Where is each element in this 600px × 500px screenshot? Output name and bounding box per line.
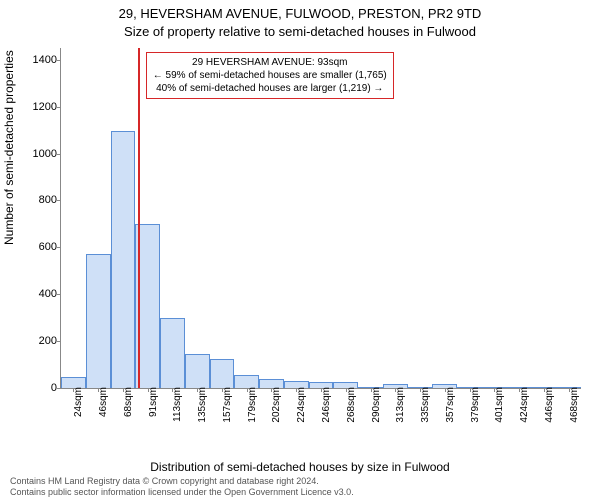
x-tick-label: 24sqm (73, 387, 84, 417)
y-tick-label: 800 (23, 194, 57, 206)
y-tick-label: 0 (23, 382, 57, 394)
x-tick-label: 224sqm (296, 387, 307, 423)
marker-vline (138, 48, 140, 388)
x-tick-label: 446sqm (544, 387, 555, 423)
annotation-line-2: ← 59% of semi-detached houses are smalle… (153, 69, 387, 82)
x-tick-label: 468sqm (569, 387, 580, 423)
x-tick-label: 424sqm (519, 387, 530, 423)
y-tick-mark (57, 107, 61, 108)
y-tick-mark (57, 247, 61, 248)
y-tick-mark (57, 388, 61, 389)
footer-line-1: Contains HM Land Registry data © Crown c… (10, 476, 354, 487)
histogram-bar (86, 254, 111, 388)
x-tick-label: 68sqm (123, 387, 134, 417)
x-tick-label: 113sqm (172, 387, 183, 422)
x-tick-label: 313sqm (395, 387, 406, 423)
y-tick-label: 200 (23, 335, 57, 347)
x-tick-label: 179sqm (247, 387, 258, 423)
x-tick-label: 157sqm (222, 387, 233, 423)
y-tick-mark (57, 294, 61, 295)
plot-area: 020040060080010001200140024sqm46sqm68sqm… (60, 48, 581, 389)
x-tick-label: 246sqm (321, 387, 332, 423)
x-tick-label: 335sqm (420, 387, 431, 423)
histogram-bar (111, 131, 136, 388)
annotation-box: 29 HEVERSHAM AVENUE: 93sqm← 59% of semi-… (146, 52, 394, 99)
y-tick-label: 1400 (23, 54, 57, 66)
histogram-bar (160, 318, 185, 388)
chart-title-2: Size of property relative to semi-detach… (0, 24, 600, 39)
annotation-line-3: 40% of semi-detached houses are larger (… (153, 82, 387, 95)
y-tick-mark (57, 341, 61, 342)
y-tick-mark (57, 60, 61, 61)
footer-line-2: Contains public sector information licen… (10, 487, 354, 498)
y-tick-label: 1200 (23, 101, 57, 113)
y-tick-label: 1000 (23, 148, 57, 160)
x-tick-label: 401sqm (494, 387, 505, 423)
y-tick-label: 400 (23, 288, 57, 300)
x-tick-label: 135sqm (197, 387, 208, 423)
x-tick-label: 91sqm (148, 387, 159, 417)
x-tick-label: 290sqm (371, 387, 382, 423)
x-axis-label: Distribution of semi-detached houses by … (0, 460, 600, 474)
y-tick-mark (57, 154, 61, 155)
footer-attribution: Contains HM Land Registry data © Crown c… (10, 476, 354, 498)
x-tick-label: 202sqm (271, 387, 282, 423)
histogram-bar (210, 359, 235, 388)
y-tick-mark (57, 200, 61, 201)
x-tick-label: 379sqm (470, 387, 481, 423)
y-tick-label: 600 (23, 241, 57, 253)
chart-title-1: 29, HEVERSHAM AVENUE, FULWOOD, PRESTON, … (0, 6, 600, 21)
x-tick-label: 268sqm (346, 387, 357, 423)
chart-container: 29, HEVERSHAM AVENUE, FULWOOD, PRESTON, … (0, 0, 600, 500)
x-tick-label: 357sqm (445, 387, 456, 423)
y-axis-label: Number of semi-detached properties (2, 50, 16, 245)
histogram-bar (185, 354, 210, 388)
x-tick-label: 46sqm (98, 387, 109, 417)
annotation-line-1: 29 HEVERSHAM AVENUE: 93sqm (153, 56, 387, 69)
